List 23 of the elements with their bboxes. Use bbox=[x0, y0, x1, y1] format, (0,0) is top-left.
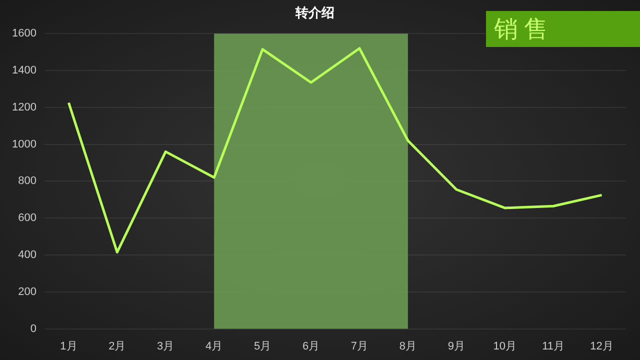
chart-title: 转介绍 bbox=[294, 6, 334, 22]
y-tick-label: 0 bbox=[30, 322, 36, 335]
x-tick-label: 1月 bbox=[60, 340, 78, 352]
x-tick-label: 6月 bbox=[302, 340, 320, 352]
x-tick-label: 5月 bbox=[254, 340, 272, 352]
y-tick-label: 600 bbox=[18, 212, 36, 224]
x-tick-label: 11月 bbox=[542, 340, 565, 352]
x-tick-label: 7月 bbox=[350, 340, 368, 352]
x-tick-label: 8月 bbox=[399, 340, 416, 352]
y-tick-label: 1200 bbox=[12, 101, 36, 114]
x-tick-label: 10月 bbox=[493, 340, 516, 352]
x-tick-label: 9月 bbox=[448, 340, 465, 352]
y-tick-label: 1000 bbox=[12, 138, 36, 150]
x-tick-label: 4月 bbox=[206, 340, 223, 352]
y-tick-label: 200 bbox=[18, 286, 36, 298]
x-tick-label: 12月 bbox=[590, 340, 614, 352]
tag-box: 销售 bbox=[486, 11, 640, 47]
y-tick-label: 1600 bbox=[12, 28, 36, 40]
y-tick-label: 800 bbox=[18, 175, 36, 188]
x-tick-label: 2月 bbox=[108, 340, 126, 352]
y-tick-label: 400 bbox=[18, 249, 36, 262]
y-tick-label: 1400 bbox=[12, 64, 36, 77]
x-tick-label: 3月 bbox=[157, 340, 174, 352]
